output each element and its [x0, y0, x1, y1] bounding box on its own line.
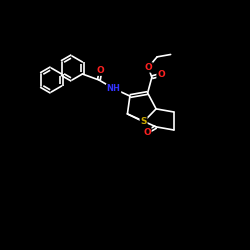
- Text: O: O: [97, 66, 104, 75]
- Text: O: O: [144, 63, 152, 72]
- Text: S: S: [140, 117, 147, 126]
- Text: O: O: [157, 70, 165, 79]
- Text: O: O: [143, 128, 151, 136]
- Text: NH: NH: [107, 84, 120, 93]
